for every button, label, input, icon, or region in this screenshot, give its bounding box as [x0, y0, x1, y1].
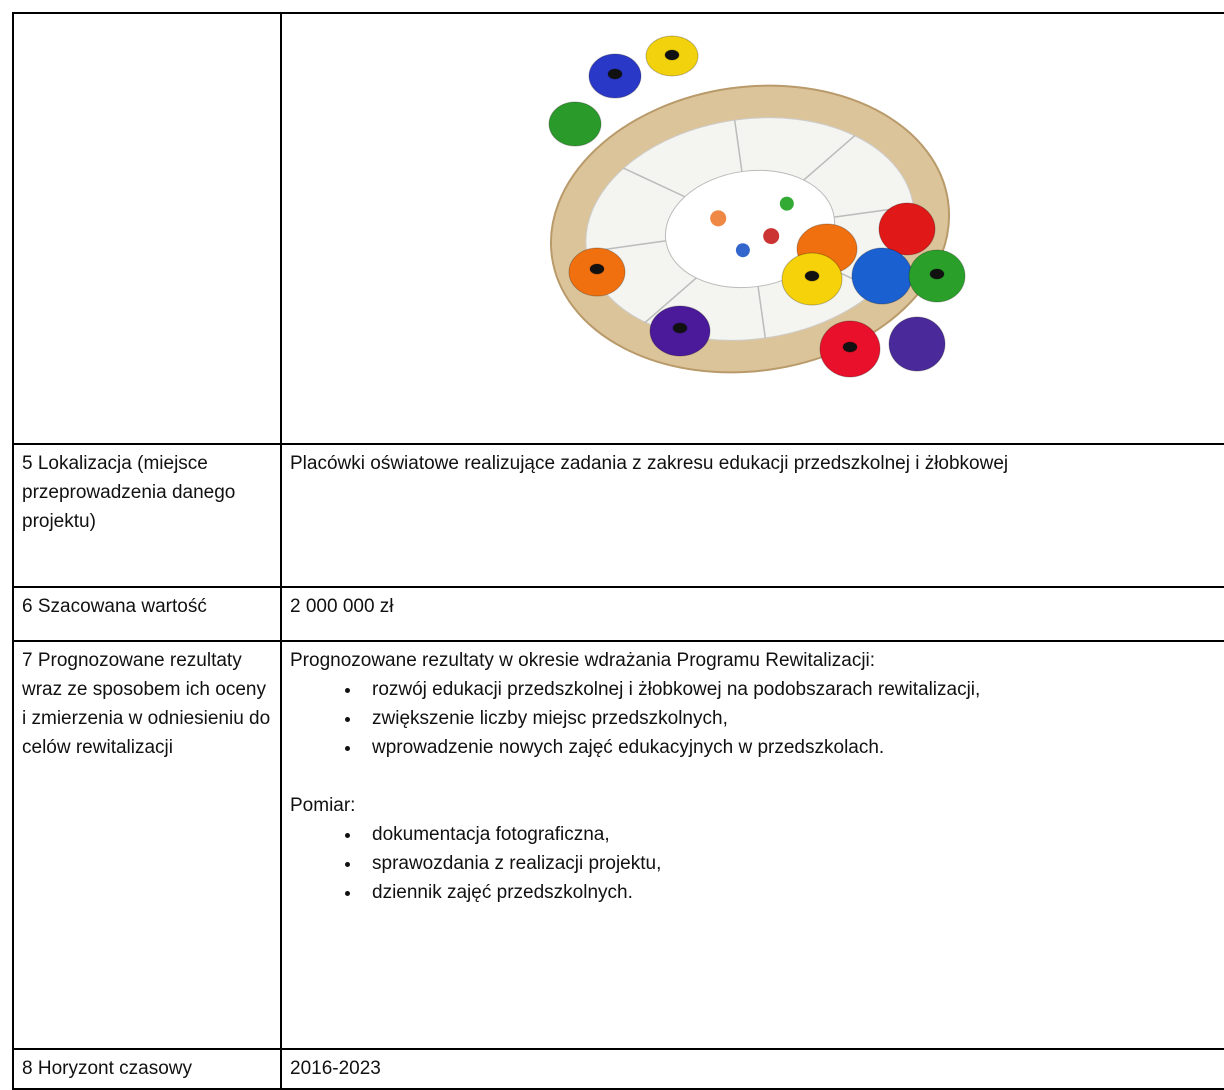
- image-row: [12, 12, 1224, 445]
- measures-list: dokumentacja fotograficzna, sprawozdania…: [290, 820, 1224, 907]
- project-table: 5 Lokalizacja (miejsce przeprowadzenia d…: [12, 12, 1224, 1090]
- label-cell: 7 Prognozowane rezultaty wraz ze sposobe…: [12, 640, 282, 1050]
- list-item: sprawozdania z realizacji projektu,: [362, 849, 1224, 878]
- measure-title: Pomiar:: [290, 795, 356, 816]
- label-cell: 6 Szacowana wartość: [12, 586, 282, 642]
- board-game-image: [548, 35, 966, 378]
- list-item: dokumentacja fotograficzna,: [362, 820, 1224, 849]
- content-cell: 2016-2023: [280, 1048, 1224, 1090]
- label-cell: 5 Lokalizacja (miejsce przeprowadzenia d…: [12, 443, 282, 588]
- list-item: rozwój edukacji przedszkolnej i żłobkowe…: [362, 675, 1224, 704]
- label-cell: 8 Horyzont czasowy: [12, 1048, 282, 1090]
- row: 5 Lokalizacja (miejsce przeprowadzenia d…: [12, 443, 1224, 588]
- empty-cell: [12, 12, 282, 445]
- content-cell: 2 000 000 zł: [280, 586, 1224, 642]
- list-item: zwiększenie liczby miejsc przedszkolnych…: [362, 704, 1224, 733]
- content-cell: Placówki oświatowe realizujące zadania z…: [280, 443, 1224, 588]
- row: 8 Horyzont czasowy 2016-2023: [12, 1048, 1224, 1090]
- content-cell: Prognozowane rezultaty w okresie wdrażan…: [280, 640, 1224, 1050]
- results-list: rozwój edukacji przedszkolnej i żłobkowe…: [290, 675, 1224, 762]
- list-item: wprowadzenie nowych zajęć edukacyjnych w…: [362, 733, 1224, 762]
- image-cell: [280, 12, 1224, 445]
- intro: Prognozowane rezultaty w okresie wdrażan…: [290, 650, 876, 671]
- row: 6 Szacowana wartość 2 000 000 zł: [12, 586, 1224, 642]
- row: 7 Prognozowane rezultaty wraz ze sposobe…: [12, 640, 1224, 1050]
- list-item: dziennik zajęć przedszkolnych.: [362, 878, 1224, 907]
- page: {"table": {"rows": [ {"label": "5 Lokali…: [0, 0, 1224, 1060]
